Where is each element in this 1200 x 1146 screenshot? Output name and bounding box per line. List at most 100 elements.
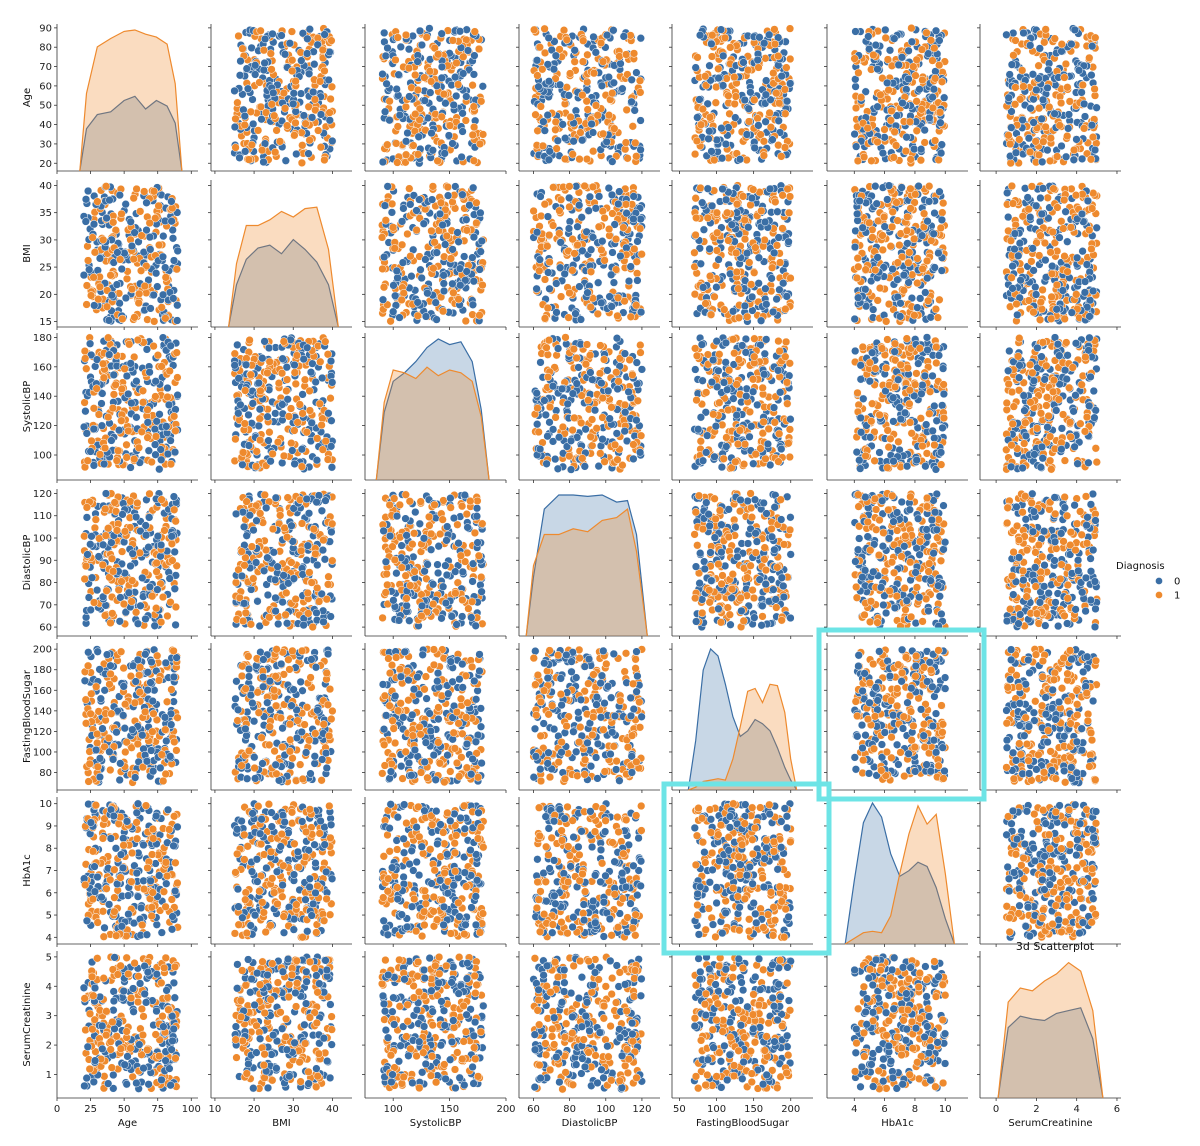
- point-diagnosis-0: [747, 193, 757, 203]
- point-diagnosis-1: [588, 182, 598, 192]
- point-diagnosis-1: [149, 187, 159, 196]
- point-diagnosis-1: [318, 445, 327, 454]
- point-diagnosis-1: [562, 35, 571, 44]
- point-diagnosis-0: [312, 456, 322, 465]
- point-diagnosis-1: [231, 434, 240, 444]
- point-diagnosis-1: [732, 248, 741, 258]
- point-diagnosis-1: [600, 213, 609, 223]
- point-diagnosis-1: [320, 66, 329, 76]
- point-diagnosis-1: [545, 230, 554, 240]
- point-diagnosis-1: [140, 187, 149, 196]
- point-diagnosis-0: [145, 232, 155, 242]
- point-diagnosis-1: [556, 292, 566, 301]
- point-diagnosis-1: [784, 208, 794, 217]
- point-diagnosis-1: [477, 97, 486, 106]
- point-diagnosis-0: [458, 190, 467, 199]
- point-diagnosis-1: [305, 406, 315, 415]
- point-diagnosis-0: [544, 77, 554, 86]
- point-diagnosis-1: [886, 242, 895, 251]
- point-diagnosis-0: [1028, 244, 1037, 253]
- point-diagnosis-0: [153, 282, 162, 291]
- point-diagnosis-0: [585, 192, 595, 201]
- point-diagnosis-0: [1041, 255, 1050, 265]
- point-diagnosis-1: [104, 333, 113, 342]
- point-diagnosis-1: [910, 311, 919, 320]
- point-diagnosis-0: [1043, 145, 1052, 155]
- point-diagnosis-0: [145, 368, 154, 377]
- point-diagnosis-1: [129, 193, 138, 203]
- point-diagnosis-1: [138, 398, 148, 407]
- point-diagnosis-1: [871, 265, 880, 275]
- point-diagnosis-0: [923, 273, 932, 283]
- point-diagnosis-0: [85, 339, 95, 348]
- point-diagnosis-1: [882, 317, 891, 326]
- point-diagnosis-0: [636, 34, 645, 43]
- point-diagnosis-0: [396, 42, 405, 52]
- point-diagnosis-0: [855, 196, 864, 206]
- point-diagnosis-1: [893, 258, 902, 267]
- point-diagnosis-1: [911, 71, 920, 80]
- point-diagnosis-1: [936, 223, 945, 233]
- point-diagnosis-0: [786, 79, 795, 88]
- point-diagnosis-0: [260, 58, 269, 68]
- point-diagnosis-1: [165, 366, 174, 376]
- point-diagnosis-0: [149, 290, 158, 300]
- point-diagnosis-0: [896, 312, 905, 321]
- point-diagnosis-1: [267, 100, 276, 109]
- point-diagnosis-0: [299, 354, 308, 364]
- point-diagnosis-0: [417, 273, 426, 283]
- point-diagnosis-0: [326, 356, 336, 366]
- point-diagnosis-1: [730, 99, 739, 109]
- point-diagnosis-1: [1049, 184, 1058, 193]
- point-diagnosis-0: [1072, 135, 1081, 144]
- point-diagnosis-0: [427, 195, 437, 204]
- point-diagnosis-0: [1092, 103, 1101, 112]
- point-diagnosis-0: [1008, 284, 1017, 293]
- point-diagnosis-1: [143, 405, 152, 414]
- point-diagnosis-1: [693, 53, 702, 62]
- point-diagnosis-0: [772, 294, 781, 304]
- point-diagnosis-0: [555, 80, 565, 89]
- point-diagnosis-0: [81, 195, 91, 204]
- point-diagnosis-0: [602, 137, 611, 146]
- point-diagnosis-1: [580, 181, 589, 191]
- point-diagnosis-0: [616, 59, 625, 68]
- point-diagnosis-0: [608, 248, 617, 257]
- point-diagnosis-0: [1038, 95, 1048, 104]
- point-diagnosis-1: [747, 280, 756, 289]
- point-diagnosis-1: [1079, 124, 1089, 133]
- point-diagnosis-1: [314, 126, 323, 135]
- point-diagnosis-0: [115, 190, 124, 200]
- point-diagnosis-1: [570, 57, 579, 66]
- point-diagnosis-0: [297, 56, 306, 65]
- point-diagnosis-1: [172, 348, 181, 357]
- point-diagnosis-1: [533, 126, 542, 135]
- point-diagnosis-0: [380, 107, 390, 116]
- point-diagnosis-0: [462, 215, 471, 224]
- point-diagnosis-1: [623, 154, 632, 163]
- point-diagnosis-0: [768, 135, 777, 144]
- point-diagnosis-0: [622, 209, 631, 218]
- point-diagnosis-0: [633, 237, 642, 246]
- kde-line-diagnosis-1: [79, 29, 183, 172]
- point-diagnosis-0: [302, 49, 312, 58]
- point-diagnosis-0: [109, 370, 118, 380]
- point-diagnosis-1: [926, 36, 936, 45]
- point-diagnosis-0: [235, 71, 245, 80]
- point-diagnosis-0: [264, 343, 274, 353]
- point-diagnosis-0: [395, 313, 404, 322]
- y-tick-label: 20: [39, 290, 52, 301]
- point-diagnosis-0: [735, 155, 745, 164]
- point-diagnosis-1: [1059, 224, 1068, 233]
- point-diagnosis-0: [926, 313, 935, 322]
- point-diagnosis-1: [740, 234, 750, 244]
- point-diagnosis-0: [469, 70, 479, 79]
- point-diagnosis-0: [259, 157, 268, 167]
- point-diagnosis-0: [1083, 196, 1093, 206]
- point-diagnosis-1: [867, 156, 876, 165]
- point-diagnosis-0: [636, 214, 645, 224]
- point-diagnosis-1: [132, 184, 141, 194]
- point-diagnosis-0: [166, 436, 175, 445]
- point-diagnosis-1: [106, 271, 115, 280]
- point-diagnosis-0: [630, 106, 639, 115]
